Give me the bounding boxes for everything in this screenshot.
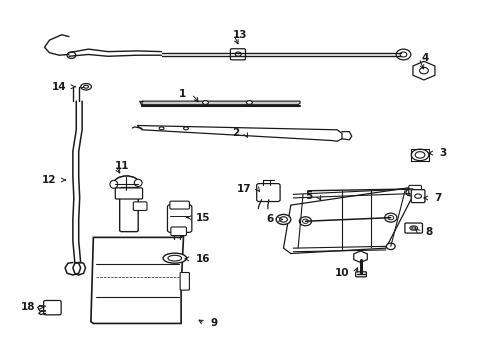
Ellipse shape: [409, 226, 417, 230]
Text: 8: 8: [424, 227, 431, 237]
Text: 2: 2: [232, 129, 239, 138]
Polygon shape: [137, 126, 341, 141]
Ellipse shape: [114, 176, 139, 191]
Ellipse shape: [134, 179, 142, 186]
Text: 7: 7: [434, 193, 441, 203]
FancyBboxPatch shape: [115, 188, 142, 199]
FancyBboxPatch shape: [230, 49, 245, 60]
FancyBboxPatch shape: [180, 273, 189, 290]
FancyBboxPatch shape: [133, 202, 147, 211]
Ellipse shape: [246, 101, 252, 104]
Text: 15: 15: [195, 213, 210, 222]
Ellipse shape: [407, 191, 411, 194]
FancyBboxPatch shape: [408, 185, 421, 195]
Text: 6: 6: [266, 215, 273, 224]
Ellipse shape: [159, 127, 163, 130]
Polygon shape: [283, 187, 417, 253]
Ellipse shape: [167, 255, 181, 261]
Text: 4: 4: [420, 53, 427, 63]
Ellipse shape: [302, 219, 308, 224]
Ellipse shape: [405, 189, 414, 196]
Polygon shape: [353, 251, 366, 262]
FancyBboxPatch shape: [404, 223, 422, 233]
Polygon shape: [142, 101, 300, 105]
Ellipse shape: [276, 215, 290, 225]
FancyBboxPatch shape: [43, 301, 61, 315]
Text: 10: 10: [334, 268, 348, 278]
Ellipse shape: [279, 217, 287, 222]
Ellipse shape: [118, 179, 135, 189]
Text: 12: 12: [42, 175, 57, 185]
Ellipse shape: [414, 194, 421, 198]
Text: 13: 13: [232, 30, 246, 40]
Text: 3: 3: [439, 148, 446, 158]
Ellipse shape: [410, 149, 428, 161]
FancyBboxPatch shape: [167, 205, 191, 232]
Ellipse shape: [395, 49, 410, 60]
Ellipse shape: [114, 176, 139, 191]
Text: 18: 18: [20, 302, 35, 312]
FancyBboxPatch shape: [120, 188, 138, 231]
Polygon shape: [412, 61, 434, 80]
Text: 5: 5: [305, 191, 312, 201]
Text: 16: 16: [195, 254, 210, 264]
Ellipse shape: [81, 84, 91, 90]
Ellipse shape: [183, 127, 188, 130]
Text: 14: 14: [52, 82, 66, 92]
Text: 11: 11: [114, 161, 129, 171]
Ellipse shape: [202, 101, 208, 104]
Ellipse shape: [387, 216, 393, 220]
FancyBboxPatch shape: [169, 201, 189, 209]
Ellipse shape: [299, 217, 311, 226]
Polygon shape: [91, 235, 183, 323]
Ellipse shape: [411, 227, 415, 229]
Ellipse shape: [235, 52, 241, 56]
Ellipse shape: [399, 52, 406, 57]
Ellipse shape: [384, 213, 396, 222]
Text: 17: 17: [237, 184, 251, 194]
FancyBboxPatch shape: [355, 272, 366, 277]
Ellipse shape: [386, 243, 394, 249]
Ellipse shape: [414, 152, 424, 158]
Ellipse shape: [110, 180, 118, 188]
Text: 1: 1: [179, 89, 185, 99]
Ellipse shape: [163, 253, 186, 263]
Text: 9: 9: [210, 319, 217, 328]
FancyBboxPatch shape: [410, 190, 424, 203]
FancyBboxPatch shape: [170, 227, 186, 235]
Ellipse shape: [83, 85, 88, 88]
FancyBboxPatch shape: [256, 184, 280, 202]
Ellipse shape: [67, 52, 76, 58]
Ellipse shape: [419, 67, 427, 74]
